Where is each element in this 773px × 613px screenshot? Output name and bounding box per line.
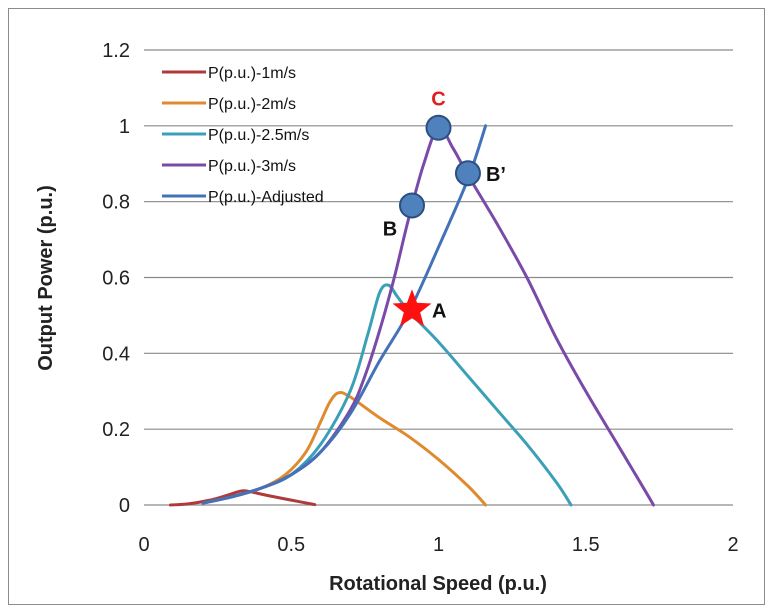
y-tick-label: 0.4 [102,343,130,365]
y-tick-label: 0.8 [102,192,130,214]
y-tick-label: 0.2 [102,419,130,441]
legend-label: P(p.u.)-2m/s [208,96,296,113]
y-tick-label: 1 [119,116,130,138]
series-line-0 [169,489,317,507]
y-tick-label: 0 [119,495,130,517]
series-line-4 [201,124,488,505]
point-label: B’ [486,164,506,186]
point-label: B [383,218,397,240]
legend: P(p.u.)-1m/s P(p.u.)-2m/s P(p.u.)-2.5m/s P(… [162,65,324,206]
point-markers: C B’ B A [383,89,506,327]
x-tick-labels: 0 0.5 1 1.5 2 [138,534,738,556]
legend-label: P(p.u.)-Adjusted [208,189,324,206]
legend-label: P(p.u.)-2.5m/s [208,127,309,144]
point-marker-circle [398,192,425,219]
series-line-1 [201,390,488,507]
y-tick-label: 1.2 [102,40,130,62]
x-tick-label: 0.5 [277,534,305,556]
x-tick-label: 0 [138,534,149,556]
y-tick-label: 0.6 [102,268,130,290]
series-line-3 [201,126,655,507]
legend-label: P(p.u.)-1m/s [208,65,296,82]
y-axis-title: Output Power (p.u.) [35,185,57,371]
legend-label: P(p.u.)-3m/s [208,158,296,175]
series-lines [169,124,655,507]
point-marker-circle [454,160,481,187]
x-axis-title: Rotational Speed (p.u.) [329,573,547,595]
point-marker-circle [425,114,452,141]
point-label: A [432,301,446,323]
y-tick-labels: 0 0.2 0.4 0.6 0.8 1 1.2 [102,40,130,517]
x-tick-label: 2 [727,534,738,556]
point-marker-star [392,289,432,327]
x-tick-label: 1.5 [572,534,600,556]
point-label: C [431,89,445,111]
series-line-2 [201,283,573,507]
x-tick-label: 1 [433,534,444,556]
